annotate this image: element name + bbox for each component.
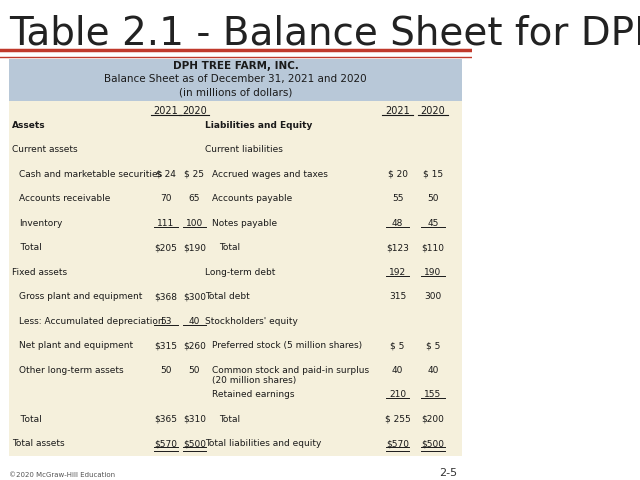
Text: 111: 111 xyxy=(157,219,175,228)
Text: 65: 65 xyxy=(189,194,200,204)
Text: Table 2.1 - Balance Sheet for DPH: Table 2.1 - Balance Sheet for DPH xyxy=(10,14,640,52)
Text: Retained earnings: Retained earnings xyxy=(212,390,294,399)
Text: $300: $300 xyxy=(183,292,206,301)
Text: Inventory: Inventory xyxy=(19,219,62,228)
Text: $310: $310 xyxy=(183,415,206,424)
Text: $190: $190 xyxy=(183,243,206,252)
FancyBboxPatch shape xyxy=(10,101,462,456)
Text: Total: Total xyxy=(12,243,42,252)
Text: 50: 50 xyxy=(160,366,172,375)
Text: Fixed assets: Fixed assets xyxy=(12,268,67,277)
Text: Total liabilities and equity: Total liabilities and equity xyxy=(205,439,321,448)
Text: $570: $570 xyxy=(154,439,177,448)
Text: 2020: 2020 xyxy=(182,106,207,116)
Text: Total: Total xyxy=(220,415,241,424)
Text: Other long-term assets: Other long-term assets xyxy=(19,366,124,375)
Text: Accounts payable: Accounts payable xyxy=(212,194,292,204)
Text: $ 255: $ 255 xyxy=(385,415,410,424)
Text: DPH TREE FARM, INC.: DPH TREE FARM, INC. xyxy=(173,61,299,72)
Text: $315: $315 xyxy=(154,341,177,350)
Text: $ 25: $ 25 xyxy=(184,170,204,179)
Text: (in millions of dollars): (in millions of dollars) xyxy=(179,87,292,97)
Text: Accrued wages and taxes: Accrued wages and taxes xyxy=(212,170,328,179)
Text: 192: 192 xyxy=(389,268,406,277)
Text: Common stock and paid-in surplus
(20 million shares): Common stock and paid-in surplus (20 mil… xyxy=(212,366,369,385)
Text: $500: $500 xyxy=(183,439,206,448)
Text: Total assets: Total assets xyxy=(12,439,65,448)
Text: 45: 45 xyxy=(428,219,438,228)
Text: $205: $205 xyxy=(154,243,177,252)
Text: Net plant and equipment: Net plant and equipment xyxy=(19,341,133,350)
Text: 40: 40 xyxy=(428,366,438,375)
Text: 55: 55 xyxy=(392,194,403,204)
Text: 40: 40 xyxy=(189,317,200,326)
Text: 210: 210 xyxy=(389,390,406,399)
Text: $260: $260 xyxy=(183,341,205,350)
Text: 190: 190 xyxy=(424,268,442,277)
Text: Gross plant and equipment: Gross plant and equipment xyxy=(19,292,142,301)
Text: 2-5: 2-5 xyxy=(439,468,458,478)
Text: 155: 155 xyxy=(424,390,442,399)
Text: $570: $570 xyxy=(386,439,409,448)
Text: Assets: Assets xyxy=(12,121,45,130)
Text: 70: 70 xyxy=(160,194,172,204)
Text: $ 15: $ 15 xyxy=(423,170,443,179)
Text: 50: 50 xyxy=(427,194,438,204)
Text: ©2020 McGraw-Hill Education: ©2020 McGraw-Hill Education xyxy=(10,471,116,478)
Text: 48: 48 xyxy=(392,219,403,228)
Text: $ 5: $ 5 xyxy=(426,341,440,350)
Text: $ 5: $ 5 xyxy=(390,341,404,350)
Text: $200: $200 xyxy=(422,415,444,424)
Text: 300: 300 xyxy=(424,292,442,301)
Text: 53: 53 xyxy=(160,317,172,326)
Text: Preferred stock (5 million shares): Preferred stock (5 million shares) xyxy=(212,341,362,350)
Text: Total: Total xyxy=(12,415,42,424)
Text: 315: 315 xyxy=(389,292,406,301)
Text: Stockholders' equity: Stockholders' equity xyxy=(205,317,298,326)
Text: 2021: 2021 xyxy=(385,106,410,116)
Text: Liabilities and Equity: Liabilities and Equity xyxy=(205,121,312,130)
Text: Cash and marketable securities: Cash and marketable securities xyxy=(19,170,162,179)
Text: Balance Sheet as of December 31, 2021 and 2020: Balance Sheet as of December 31, 2021 an… xyxy=(104,74,367,84)
Text: Less: Accumulated depreciation: Less: Accumulated depreciation xyxy=(19,317,163,326)
Text: $ 20: $ 20 xyxy=(388,170,408,179)
Text: 2020: 2020 xyxy=(420,106,445,116)
Text: $ 24: $ 24 xyxy=(156,170,176,179)
Text: Current liabilities: Current liabilities xyxy=(205,145,283,155)
Text: $123: $123 xyxy=(386,243,409,252)
Text: Long-term debt: Long-term debt xyxy=(205,268,275,277)
Text: $500: $500 xyxy=(421,439,444,448)
Text: 50: 50 xyxy=(189,366,200,375)
Text: $110: $110 xyxy=(421,243,444,252)
Text: 40: 40 xyxy=(392,366,403,375)
Text: $368: $368 xyxy=(154,292,177,301)
Text: Notes payable: Notes payable xyxy=(212,219,277,228)
Text: $365: $365 xyxy=(154,415,177,424)
Text: Total: Total xyxy=(220,243,241,252)
Text: Total debt: Total debt xyxy=(205,292,250,301)
Text: 100: 100 xyxy=(186,219,203,228)
Text: 2021: 2021 xyxy=(154,106,179,116)
Text: Accounts receivable: Accounts receivable xyxy=(19,194,110,204)
Text: Current assets: Current assets xyxy=(12,145,77,155)
FancyBboxPatch shape xyxy=(10,59,462,101)
